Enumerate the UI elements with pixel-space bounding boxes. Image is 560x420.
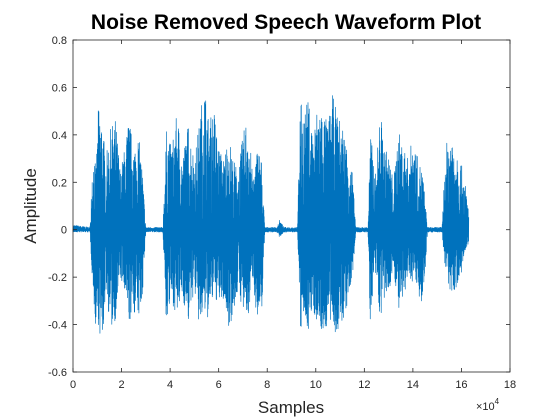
series-layer — [72, 95, 470, 334]
plot-area — [73, 40, 510, 372]
x-tick-label: 0 — [70, 379, 76, 391]
y-tick-label: 0.2 — [52, 177, 67, 189]
y-tick-label: 0 — [61, 225, 67, 237]
x-tick-label: 14 — [407, 379, 419, 391]
x-axis-exponent-base: ×10 — [476, 401, 495, 413]
x-axis-exponent-power: 4 — [495, 397, 500, 406]
x-tick-label: 16 — [455, 379, 467, 391]
x-tick-label: 8 — [264, 379, 270, 391]
x-tick-label: 18 — [504, 379, 516, 391]
y-tick-label: -0.2 — [48, 272, 67, 284]
y-axis-label: Amplitude — [21, 168, 40, 244]
x-tick-label: 10 — [310, 379, 322, 391]
plot-border — [72, 39, 511, 373]
x-tick-label: 6 — [216, 379, 222, 391]
y-tick-label: 0.6 — [52, 82, 67, 94]
x-tick-label: 2 — [118, 379, 124, 391]
x-tick-label: 12 — [358, 379, 370, 391]
chart-title: Noise Removed Speech Waveform Plot — [91, 11, 481, 34]
y-tick-label: -0.6 — [48, 367, 67, 379]
x-axis-label: Samples — [258, 398, 324, 417]
y-axis-ticks: -0.6 -0.4 -0.2 0 0.2 0.4 0.6 0.8 — [48, 35, 510, 379]
x-axis-exponent: ×104 — [476, 397, 500, 413]
y-tick-label: 0.8 — [52, 35, 67, 47]
x-tick-label: 4 — [167, 379, 173, 391]
y-tick-label: 0.4 — [52, 130, 67, 142]
x-axis-ticks: 0 2 4 6 8 10 12 14 16 18 — [70, 40, 516, 391]
y-tick-label: -0.4 — [48, 320, 67, 332]
